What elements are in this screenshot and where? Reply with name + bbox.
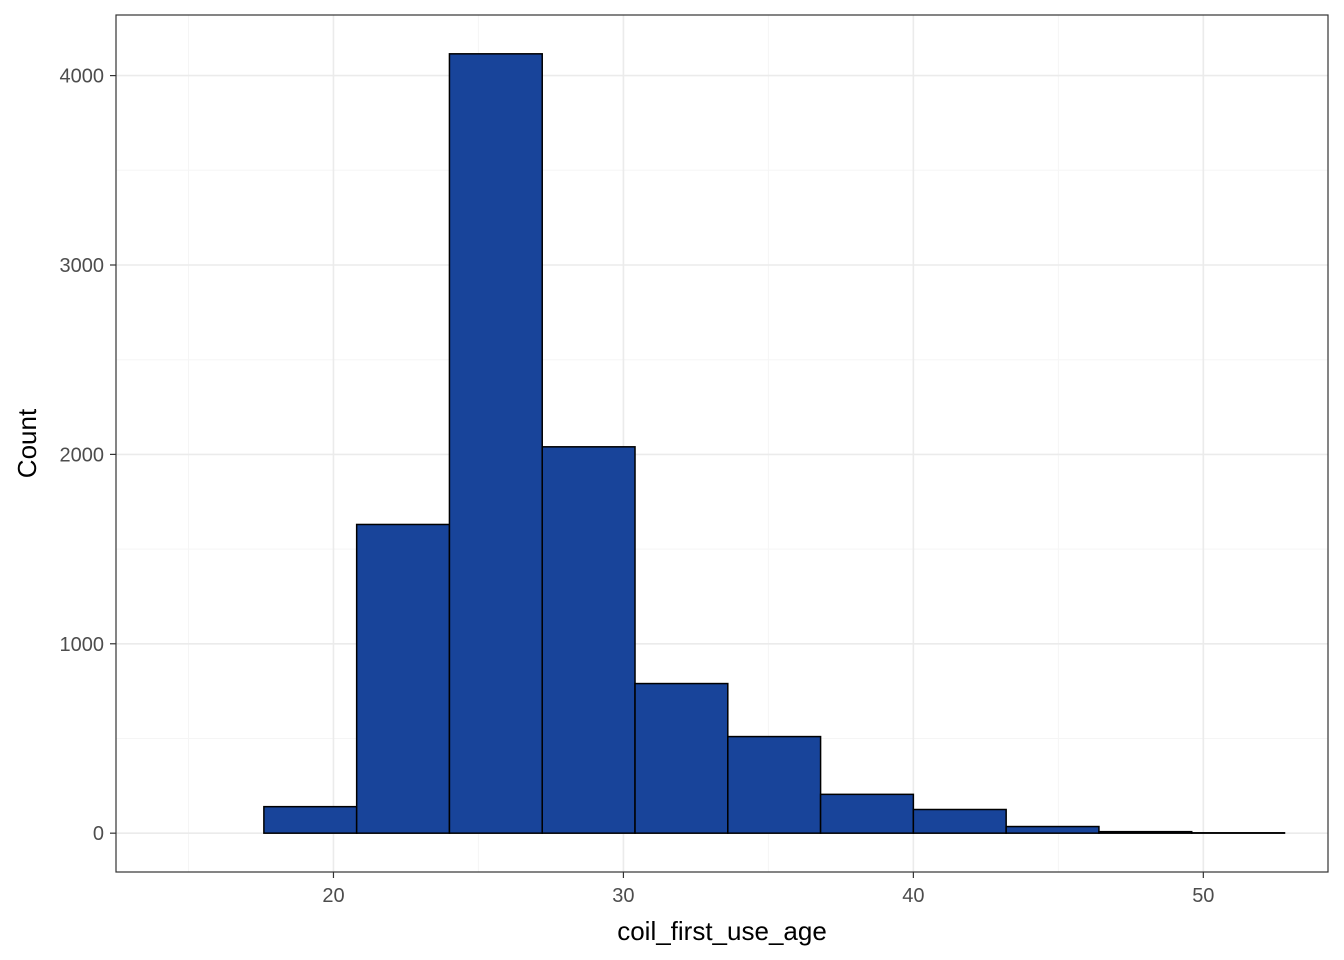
histogram-bars — [263, 53, 1286, 834]
histogram-bar-3 — [448, 53, 543, 834]
y-axis-title: Count — [12, 408, 42, 478]
histogram-bar-5 — [634, 682, 729, 834]
histogram-bar-4 — [541, 446, 636, 834]
x-tick-label: 30 — [612, 885, 634, 907]
histogram-bar-9 — [1005, 825, 1100, 834]
x-tick-label: 20 — [322, 885, 344, 907]
histogram-bar-6 — [727, 735, 822, 834]
y-tick-label: 1000 — [60, 634, 105, 656]
histogram-bar-1 — [263, 805, 358, 834]
y-tick-label: 3000 — [60, 255, 105, 277]
histogram-bar-7 — [819, 793, 915, 834]
y-tick-label: 2000 — [60, 444, 105, 466]
x-axis-title: coil_first_use_age — [617, 916, 827, 946]
histogram-bar-2 — [355, 523, 451, 834]
x-tick-label: 50 — [1192, 885, 1214, 907]
histogram-bar-10 — [1098, 830, 1193, 834]
y-tick-label: 0 — [93, 823, 104, 845]
y-axis: 0 1000 2000 3000 4000 — [60, 66, 116, 845]
x-axis: 20 30 40 50 — [322, 872, 1214, 907]
y-tick-label: 4000 — [60, 66, 105, 88]
histogram-bar-8 — [912, 808, 1007, 834]
panel-border — [115, 14, 1329, 873]
x-tick-label: 40 — [902, 885, 924, 907]
